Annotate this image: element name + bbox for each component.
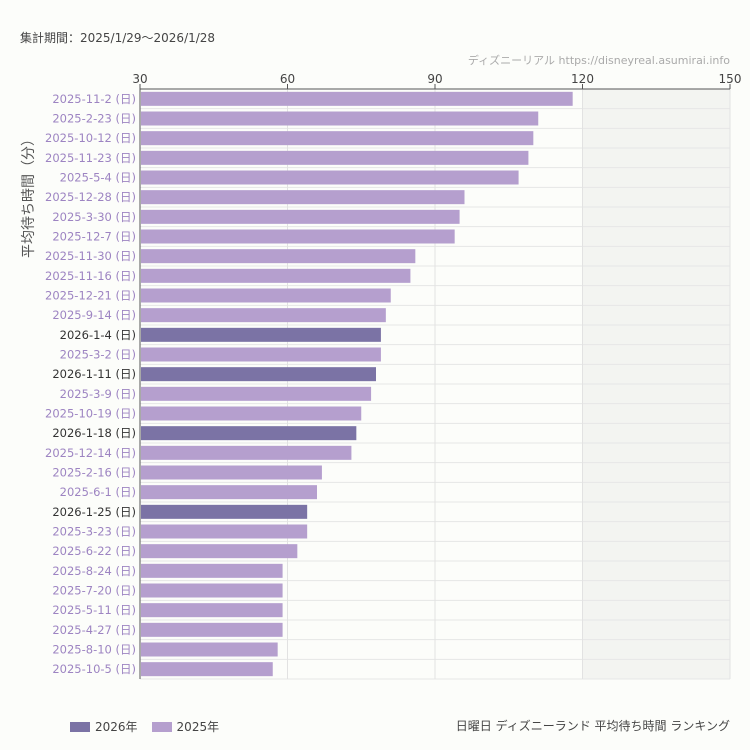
bar <box>141 209 460 224</box>
legend-item-2025[interactable]: 2025年 <box>151 718 220 735</box>
category-label: 2026-1-4 (日) <box>60 328 136 342</box>
x-tick-label: 60 <box>280 72 295 86</box>
category-label: 2025-6-1 (日) <box>60 485 136 499</box>
bar <box>141 465 322 480</box>
bar <box>141 327 381 342</box>
legend-label: 2025年 <box>176 720 220 734</box>
category-label: 2025-3-2 (日) <box>60 348 136 362</box>
category-label: 2025-3-23 (日) <box>52 525 136 539</box>
category-label: 2026-1-11 (日) <box>52 367 136 381</box>
category-label: 2025-8-24 (日) <box>52 564 136 578</box>
bar <box>141 170 519 185</box>
x-tick-label: 150 <box>719 72 742 86</box>
category-label: 2026-1-18 (日) <box>52 426 136 440</box>
bar <box>141 347 381 362</box>
category-label: 2025-11-23 (日) <box>45 151 136 165</box>
period-label: 集計期間：2025/1/29〜2026/1/28 <box>20 31 216 45</box>
x-tick-label: 30 <box>132 72 147 86</box>
bar <box>141 111 539 126</box>
bar <box>141 406 362 421</box>
bar <box>141 268 411 283</box>
x-tick-label: 120 <box>571 72 594 86</box>
bar <box>141 386 372 401</box>
category-label: 2025-4-27 (日) <box>52 623 136 637</box>
legend-swatch <box>151 721 172 732</box>
bar <box>141 642 278 657</box>
category-label: 2025-12-7 (日) <box>52 230 136 244</box>
category-label: 2025-9-14 (日) <box>52 308 136 322</box>
category-label: 2025-10-19 (日) <box>45 407 136 421</box>
bar <box>141 308 386 323</box>
bar <box>141 288 391 303</box>
bar <box>141 91 573 106</box>
legend-label: 2026年 <box>95 720 138 734</box>
category-label: 2025-2-16 (日) <box>52 466 136 480</box>
category-label: 2025-10-5 (日) <box>52 662 136 676</box>
legend: 2026年 2025年 <box>70 718 219 735</box>
category-label: 2025-3-9 (日) <box>60 387 136 401</box>
category-label: 2025-12-14 (日) <box>45 446 136 460</box>
category-label: 2025-3-30 (日) <box>52 210 136 224</box>
legend-item-2026[interactable]: 2026年 <box>70 718 138 735</box>
category-label: 2025-7-20 (日) <box>52 584 136 598</box>
bar <box>141 150 529 165</box>
category-label: 2025-6-22 (日) <box>52 544 136 558</box>
category-label: 2025-8-10 (日) <box>52 643 136 657</box>
bar <box>141 485 317 500</box>
category-label: 2025-11-30 (日) <box>45 249 136 263</box>
category-label: 2025-10-12 (日) <box>45 131 136 145</box>
bar <box>141 504 308 519</box>
bar <box>141 229 455 244</box>
bar <box>141 445 352 460</box>
bar <box>141 603 283 618</box>
x-tick-label: 90 <box>427 72 442 86</box>
bar <box>141 367 376 382</box>
category-label: 2025-11-2 (日) <box>52 92 136 106</box>
bar <box>141 190 465 205</box>
category-label: 2025-5-11 (日) <box>52 603 136 617</box>
chart-title: 日曜日 ディズニーランド 平均待ち時間 ランキング <box>455 719 730 733</box>
category-label: 2025-5-4 (日) <box>60 171 136 185</box>
category-label: 2025-12-28 (日) <box>45 190 136 204</box>
category-label: 2025-2-23 (日) <box>52 112 136 126</box>
site-credit: ディズニーリアル https://disneyreal.asumirai.inf… <box>467 54 730 67</box>
bar <box>141 662 273 677</box>
bar <box>141 131 534 146</box>
legend-swatch <box>70 721 90 732</box>
bar <box>141 563 283 578</box>
category-label: 2025-11-16 (日) <box>45 269 136 283</box>
bar <box>141 583 283 598</box>
bar <box>141 249 416 264</box>
bar <box>141 544 298 559</box>
category-label: 2026-1-25 (日) <box>52 505 136 519</box>
category-label: 2025-12-21 (日) <box>45 289 136 303</box>
bar <box>141 622 283 637</box>
bar <box>141 426 357 441</box>
bar <box>141 524 308 539</box>
